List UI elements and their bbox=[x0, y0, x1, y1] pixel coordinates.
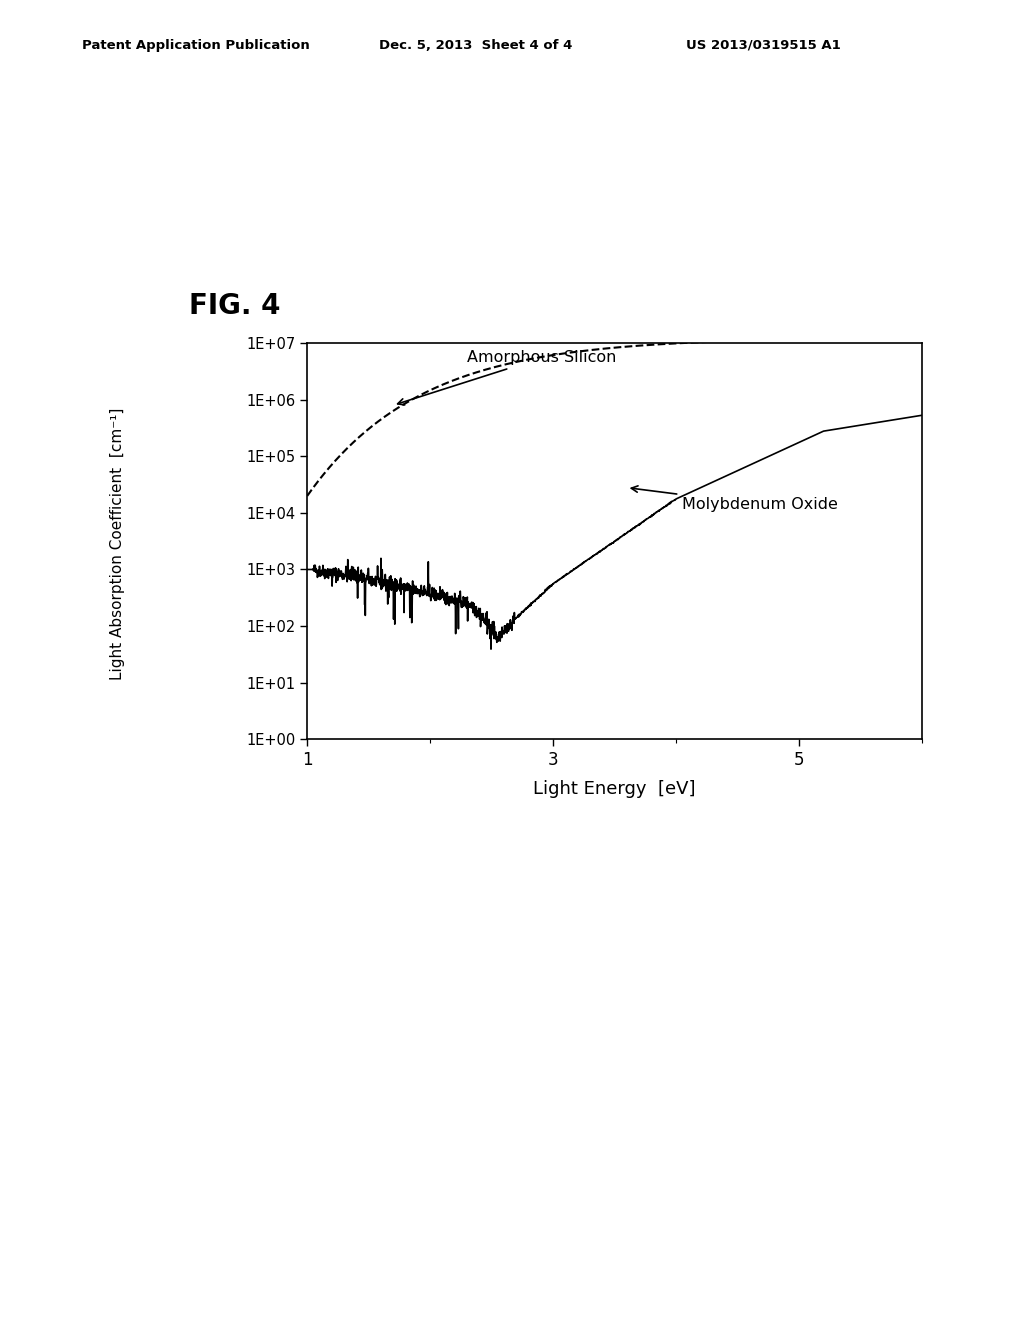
Text: Dec. 5, 2013  Sheet 4 of 4: Dec. 5, 2013 Sheet 4 of 4 bbox=[379, 38, 572, 51]
Text: Patent Application Publication: Patent Application Publication bbox=[82, 38, 309, 51]
Text: Molybdenum Oxide: Molybdenum Oxide bbox=[631, 486, 838, 512]
Text: Amorphous Silicon: Amorphous Silicon bbox=[397, 350, 616, 405]
Text: FIG. 4: FIG. 4 bbox=[189, 292, 281, 321]
Text: Light Absorption Coefficient  [cm⁻¹]: Light Absorption Coefficient [cm⁻¹] bbox=[111, 408, 125, 680]
X-axis label: Light Energy  [eV]: Light Energy [eV] bbox=[534, 780, 695, 799]
Text: US 2013/0319515 A1: US 2013/0319515 A1 bbox=[686, 38, 841, 51]
